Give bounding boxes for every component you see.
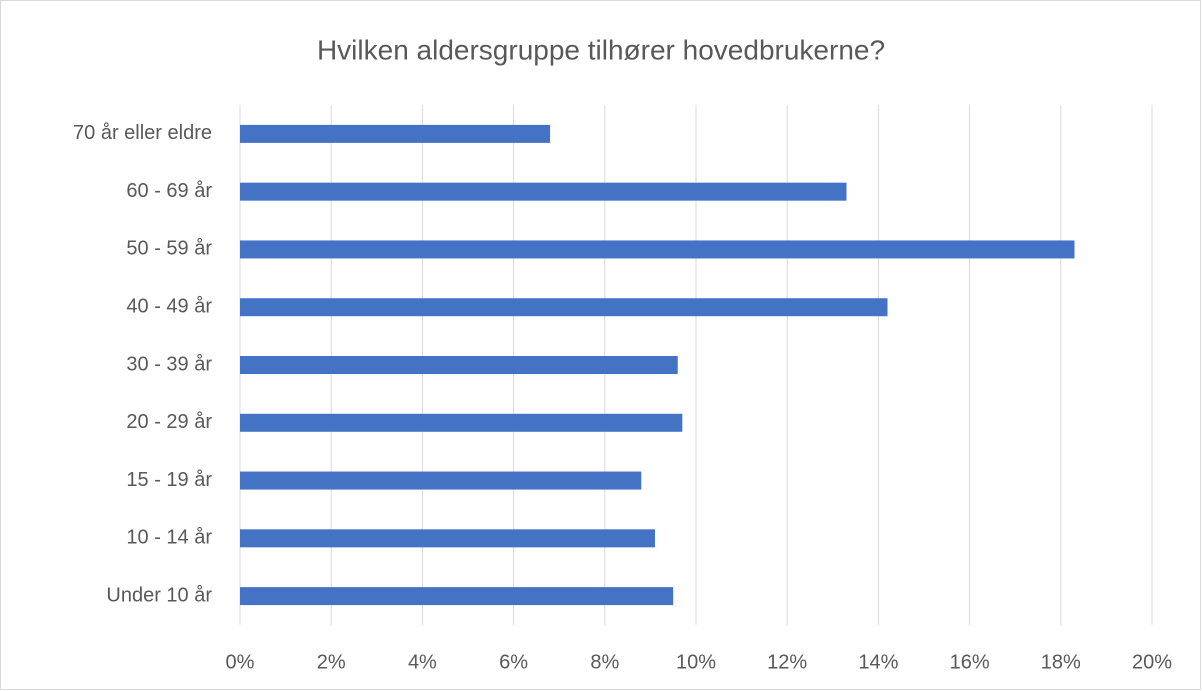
- x-tick-label: 4%: [408, 651, 437, 673]
- bar: [240, 529, 655, 548]
- bar: [240, 298, 888, 317]
- bar: [240, 587, 674, 606]
- x-tick-label: 16%: [950, 651, 990, 673]
- x-tick-label: 0%: [226, 651, 255, 673]
- x-tick-label: 8%: [590, 651, 619, 673]
- y-tick-label: 30 - 39 år: [126, 353, 212, 375]
- x-tick-label: 2%: [317, 651, 346, 673]
- bar: [240, 356, 678, 374]
- x-tick-label: 14%: [858, 651, 898, 673]
- x-tick-label: 12%: [767, 651, 807, 673]
- y-tick-label: 70 år eller eldre: [73, 122, 212, 144]
- bar: [240, 182, 847, 201]
- bar: [240, 471, 642, 490]
- y-tick-label: 10 - 14 år: [126, 527, 212, 549]
- y-tick-label: 20 - 29 år: [126, 411, 212, 433]
- x-tick-label: 18%: [1041, 651, 1081, 673]
- bar: [240, 124, 551, 143]
- bar: [240, 413, 683, 432]
- x-tick-label: 6%: [499, 651, 528, 673]
- x-tick-label: 10%: [676, 651, 716, 673]
- y-tick-label: 50 - 59 år: [126, 238, 212, 260]
- bar: [240, 240, 1075, 259]
- y-tick-label: 60 - 69 år: [126, 180, 212, 202]
- x-tick-label: 20%: [1132, 651, 1172, 673]
- y-tick-label: 40 - 49 år: [126, 296, 212, 318]
- chart-title: Hvilken aldersgruppe tilhører hovedbruke…: [317, 34, 885, 65]
- y-tick-label: 15 - 19 år: [126, 469, 212, 491]
- y-tick-label: Under 10 år: [106, 584, 212, 606]
